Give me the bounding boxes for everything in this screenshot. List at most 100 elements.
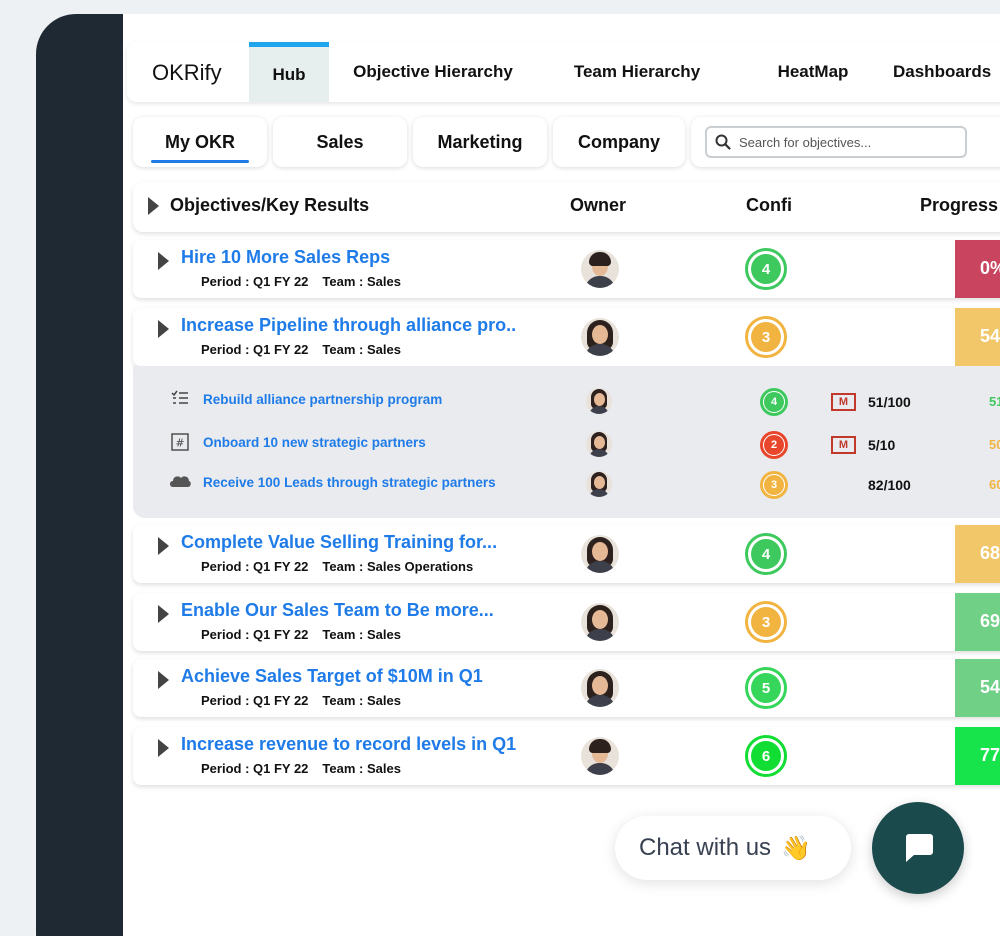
objective-period: Period : Q1 FY 22 (201, 761, 309, 776)
owner-avatar[interactable] (586, 388, 612, 414)
confidence-badge[interactable]: 6 (745, 735, 787, 777)
expand-caret-icon[interactable] (158, 252, 169, 270)
app-screen: OKRify Hub Objective Hierarchy Team Hier… (123, 14, 1000, 936)
nav-tab-label: HeatMap (777, 62, 849, 81)
key-result-row[interactable]: Rebuild alliance partnership program 4 M… (133, 384, 1000, 420)
owner-avatar[interactable] (581, 250, 619, 288)
key-result-row[interactable]: Receive 100 Leads through strategic part… (133, 467, 1000, 503)
objective-title[interactable]: Complete Value Selling Training for... (181, 532, 498, 552)
nav-tab-dashboards[interactable]: Dashboards (893, 42, 1000, 102)
nav-tab-label: Hub (272, 64, 306, 84)
avatar-body (589, 406, 609, 414)
confidence-value: 5 (751, 673, 781, 703)
objective-meta: Period : Q1 FY 22 Team : Sales (201, 274, 401, 289)
key-results-panel: Rebuild alliance partnership program 4 M… (133, 366, 1000, 518)
owner-avatar[interactable] (581, 737, 619, 775)
nav-tab-label: Objective Hierarchy (353, 62, 513, 81)
avatar-body (585, 763, 615, 775)
progress-cell: 54 (955, 659, 1000, 717)
sub-tab-label: My OKR (164, 131, 235, 152)
objective-title[interactable]: Achieve Sales Target of $10M in Q1 (181, 666, 483, 686)
confidence-badge[interactable]: 3 (745, 316, 787, 358)
key-result-title[interactable]: Receive 100 Leads through strategic part… (203, 475, 496, 490)
key-result-title[interactable]: Onboard 10 new strategic partners (203, 435, 426, 450)
objective-team: Team : Sales (322, 627, 401, 642)
confidence-badge[interactable]: 4 (745, 533, 787, 575)
objective-meta: Period : Q1 FY 22 Team : Sales (201, 627, 401, 642)
avatar-face (592, 542, 608, 561)
objective-row[interactable]: Enable Our Sales Team to Be more... Peri… (133, 593, 1000, 651)
avatar-face (594, 476, 605, 489)
objective-row[interactable]: Increase Pipeline through alliance pro..… (133, 308, 1000, 366)
progress-cell: 0% (955, 240, 1000, 298)
avatar-hair (589, 739, 611, 753)
sub-tab-sales[interactable]: Sales (273, 117, 407, 167)
owner-avatar[interactable] (586, 431, 612, 457)
progress-cell: 69 (955, 593, 1000, 651)
objective-team: Team : Sales (322, 274, 401, 289)
key-result-row[interactable]: # Onboard 10 new strategic partners 2 M … (133, 427, 1000, 463)
avatar-face (592, 325, 608, 344)
avatar-face (594, 393, 605, 406)
chat-launcher-button[interactable] (872, 802, 964, 894)
objective-title[interactable]: Hire 10 More Sales Reps (181, 247, 391, 267)
confidence-badge[interactable]: 3 (760, 471, 788, 499)
objective-title[interactable]: Enable Our Sales Team to Be more... (181, 600, 494, 620)
nav-tab-team-hierarchy[interactable]: Team Hierarchy (557, 42, 717, 102)
search-input[interactable] (739, 134, 959, 150)
search-icon (715, 134, 731, 150)
top-navigation: OKRify Hub Objective Hierarchy Team Hier… (127, 42, 1000, 102)
confidence-badge[interactable]: 3 (745, 601, 787, 643)
table-header: Objectives/Key Results Owner Confi Progr… (133, 182, 1000, 232)
sub-tab-marketing[interactable]: Marketing (413, 117, 547, 167)
expand-caret-icon[interactable] (158, 537, 169, 555)
owner-avatar[interactable] (581, 318, 619, 356)
objective-period: Period : Q1 FY 22 (201, 627, 309, 642)
confidence-badge[interactable]: 4 (760, 388, 788, 416)
expand-caret-icon[interactable] (158, 605, 169, 623)
objective-row[interactable]: Increase revenue to record levels in Q1 … (133, 727, 1000, 785)
avatar-body (585, 276, 615, 288)
expand-caret-icon[interactable] (158, 320, 169, 338)
key-result-progress: 50 (989, 437, 1000, 452)
objective-row[interactable]: Achieve Sales Target of $10M in Q1 Perio… (133, 659, 1000, 717)
expand-caret-icon[interactable] (158, 671, 169, 689)
waving-hand-icon: 👋 (781, 834, 811, 862)
expand-all-caret-icon[interactable] (148, 197, 159, 215)
objective-period: Period : Q1 FY 22 (201, 559, 309, 574)
confidence-badge[interactable]: 5 (745, 667, 787, 709)
objective-title[interactable]: Increase revenue to record levels in Q1 (181, 734, 517, 754)
metric-badge: M (831, 393, 856, 411)
confidence-badge[interactable]: 4 (745, 248, 787, 290)
sub-tab-label: Company (577, 131, 660, 152)
nav-tab-heatmap[interactable]: HeatMap (763, 42, 863, 102)
owner-avatar[interactable] (581, 535, 619, 573)
key-result-title[interactable]: Rebuild alliance partnership program (203, 392, 443, 407)
header-owner: Owner (570, 195, 627, 215)
sub-tab-my-okr[interactable]: My OKR (133, 117, 267, 167)
progress-cell: 54 (955, 308, 1000, 366)
progress-cell: 77 (955, 727, 1000, 785)
avatar-hair (589, 252, 611, 266)
objective-period: Period : Q1 FY 22 (201, 693, 309, 708)
objective-row[interactable]: Complete Value Selling Training for... P… (133, 525, 1000, 583)
search-box[interactable] (705, 126, 967, 158)
confidence-badge[interactable]: 2 (760, 431, 788, 459)
active-tab-underline (151, 160, 249, 163)
objective-row[interactable]: Hire 10 More Sales Reps Period : Q1 FY 2… (133, 240, 1000, 298)
avatar-body (585, 629, 615, 641)
expand-caret-icon[interactable] (158, 739, 169, 757)
sub-tab-company[interactable]: Company (553, 117, 685, 167)
confidence-value: 6 (751, 741, 781, 771)
objective-team: Team : Sales (322, 342, 401, 357)
objective-meta: Period : Q1 FY 22 Team : Sales (201, 342, 401, 357)
objective-title[interactable]: Increase Pipeline through alliance pro.. (181, 315, 517, 335)
chat-with-us-pill[interactable]: Chat with us 👋 (615, 816, 851, 880)
owner-avatar[interactable] (586, 471, 612, 497)
nav-tab-objective-hierarchy[interactable]: Objective Hierarchy (337, 42, 529, 102)
nav-tab-hub[interactable]: Hub (249, 42, 329, 102)
owner-avatar[interactable] (581, 603, 619, 641)
header-progress: Progress (920, 195, 999, 215)
confidence-value: 3 (751, 607, 781, 637)
owner-avatar[interactable] (581, 669, 619, 707)
